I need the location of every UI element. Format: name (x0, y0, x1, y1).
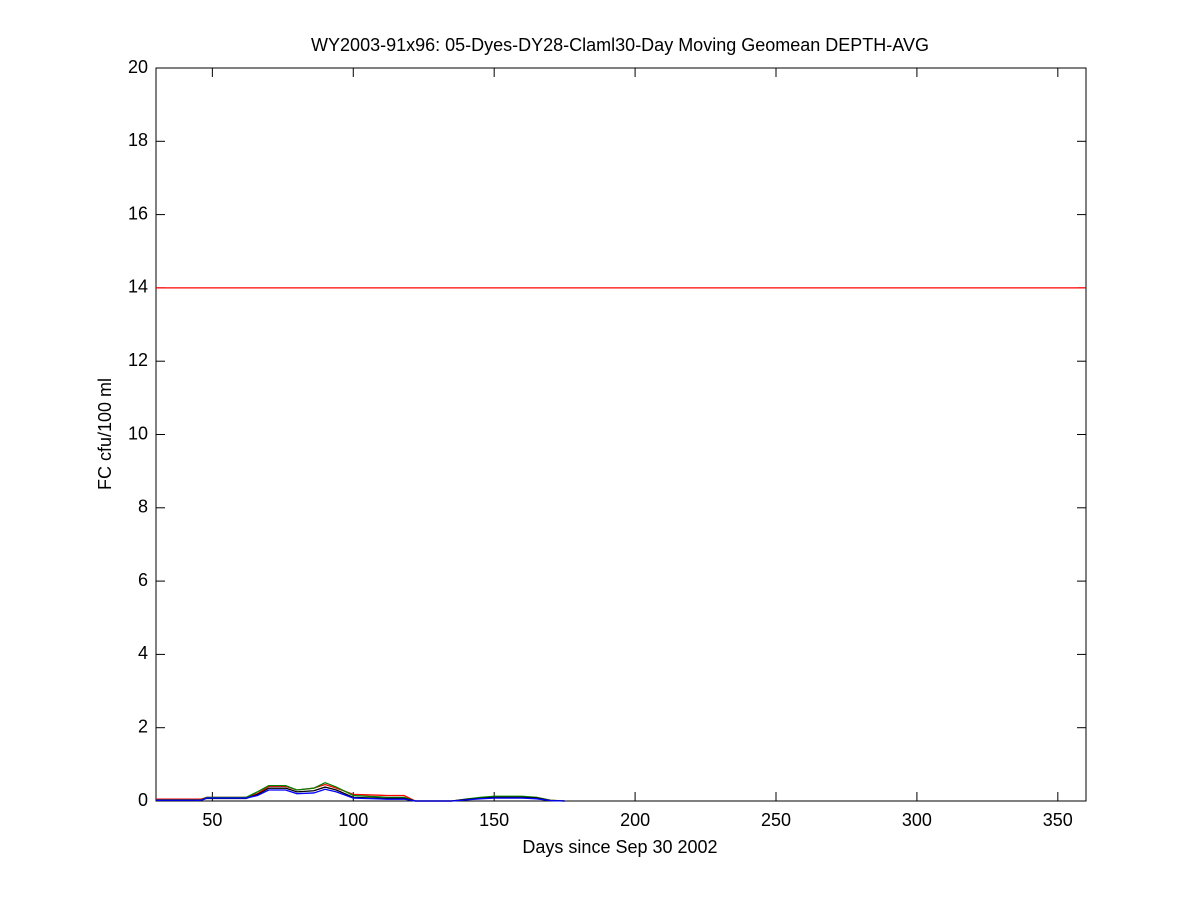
x-tick-label: 50 (202, 810, 222, 830)
data-line (156, 781, 565, 802)
y-tick-label: 16 (128, 203, 148, 223)
plot-frame (155, 67, 1087, 802)
y-tick-label: 12 (128, 350, 148, 370)
x-tick-label: 150 (479, 810, 509, 830)
x-tick-label: 100 (338, 810, 368, 830)
y-tick-label: 14 (128, 277, 148, 297)
y-tick-label: 8 (138, 497, 148, 517)
x-axis-label: Days since Sep 30 2002 (522, 837, 717, 857)
x-tick-label: 300 (902, 810, 932, 830)
y-tick-label: 2 (138, 716, 148, 736)
y-tick-label: 0 (138, 790, 148, 810)
x-tick-label: 250 (761, 810, 791, 830)
x-tick-label: 350 (1043, 810, 1073, 830)
y-tick-label: 10 (128, 423, 148, 443)
y-tick-label: 4 (138, 643, 148, 663)
y-axis-label: FC cfu/100 ml (95, 378, 115, 490)
chart-title: WY2003-91x96: 05-Dyes-DY28-Claml30-Day M… (311, 35, 929, 55)
x-tick-label: 200 (620, 810, 650, 830)
y-tick-label: 20 (128, 57, 148, 77)
data-line (156, 788, 565, 802)
y-tick-label: 6 (138, 570, 148, 590)
y-tick-label: 18 (128, 130, 148, 150)
